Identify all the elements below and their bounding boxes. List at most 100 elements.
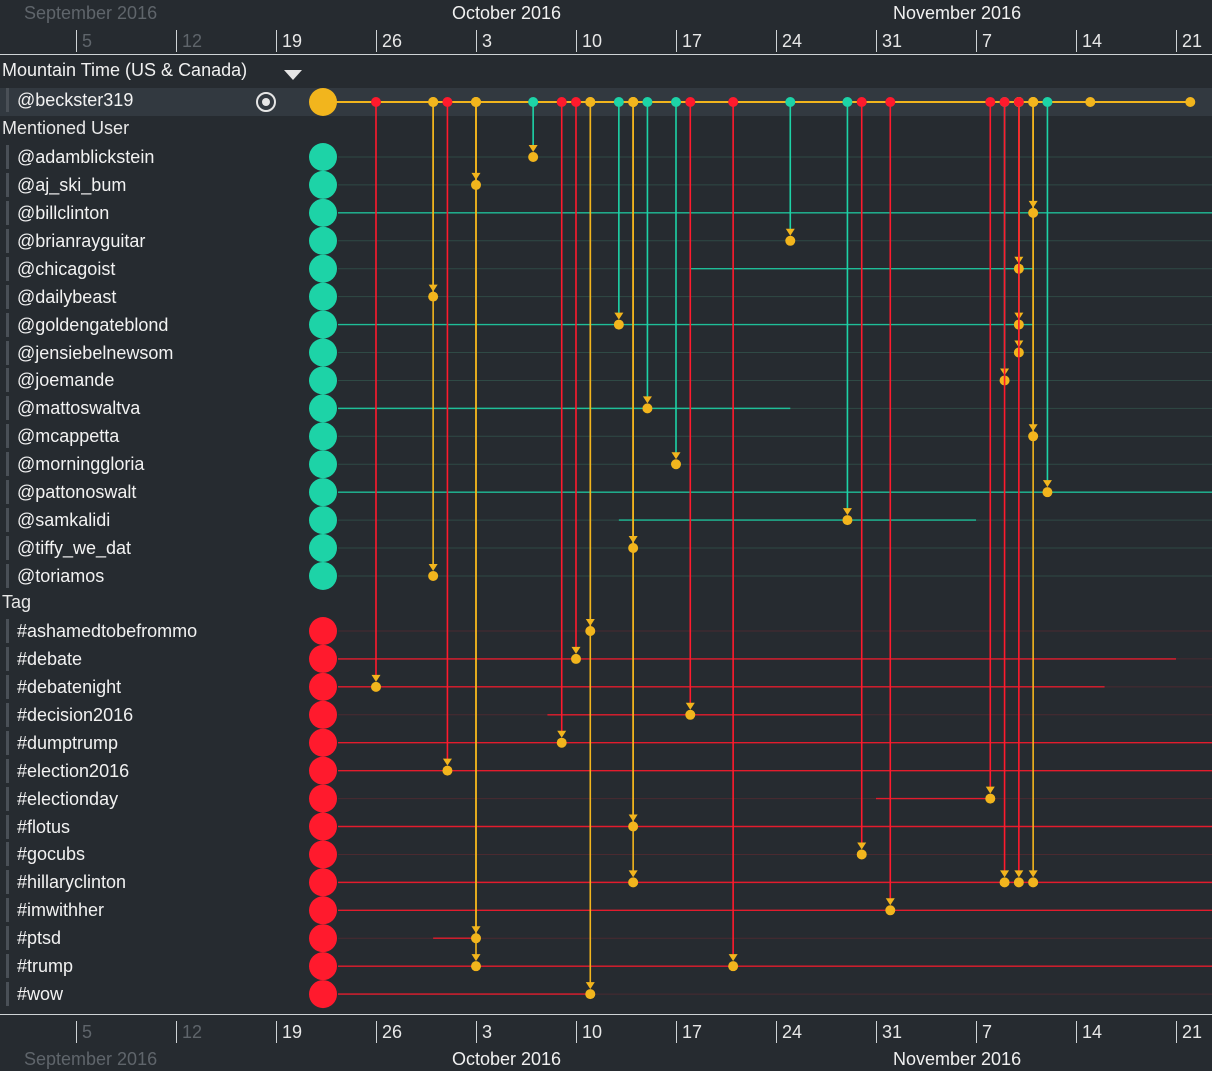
top-time-axis[interactable]: September 2016 October 2016 November 201… xyxy=(0,0,1212,55)
mention-node xyxy=(309,561,337,590)
mention-label[interactable]: @samkalidi xyxy=(6,508,110,533)
tag-node xyxy=(309,700,337,729)
event-point xyxy=(628,97,639,107)
arrow-head-icon xyxy=(885,898,895,906)
mention-node xyxy=(309,254,337,283)
event-point xyxy=(1013,97,1024,107)
tag-label[interactable]: #debatenight xyxy=(6,674,121,699)
arrow-head-icon xyxy=(642,396,652,404)
mention-node xyxy=(309,282,337,311)
chevron-down-icon[interactable] xyxy=(284,70,302,80)
mention-node xyxy=(309,170,337,199)
mention-label[interactable]: @morninggloria xyxy=(6,452,144,477)
bottom-tick-19: 19 xyxy=(276,1021,302,1043)
tag-label[interactable]: #imwithher xyxy=(6,898,104,923)
arrow-head-icon xyxy=(614,312,624,320)
tag-node xyxy=(309,672,337,701)
mention-label[interactable]: @mcappetta xyxy=(6,424,119,449)
tag-label[interactable]: #trump xyxy=(6,954,73,979)
month-label-october: October 2016 xyxy=(452,3,562,23)
arrow-head-icon xyxy=(857,842,867,850)
tag-label[interactable]: #hillaryclinton xyxy=(6,870,126,895)
mention-label[interactable]: @billclinton xyxy=(6,200,109,225)
tag-label[interactable]: #ashamedtobefrommo xyxy=(6,619,197,643)
top-tick-10: 10 xyxy=(576,30,602,52)
section-mentioned-user: Mentioned User xyxy=(2,118,130,138)
arrow-head-icon xyxy=(528,145,538,152)
mention-point xyxy=(856,849,867,860)
month-label-september: September 2016 xyxy=(24,3,158,23)
mention-point xyxy=(1042,487,1053,498)
arrow-head-icon xyxy=(428,563,438,571)
mention-point xyxy=(642,403,653,414)
event-point xyxy=(671,97,681,107)
mention-point xyxy=(585,989,596,1000)
tag-label[interactable]: #election2016 xyxy=(6,758,129,783)
bottom-tick-14: 14 xyxy=(1076,1021,1102,1043)
mention-node xyxy=(309,310,337,339)
mention-point xyxy=(728,961,739,972)
bottom-tick-7: 7 xyxy=(976,1021,992,1043)
bottom-tick-26: 26 xyxy=(376,1021,402,1043)
tag-label[interactable]: #ptsd xyxy=(6,926,61,951)
tag-node xyxy=(309,756,337,785)
tag-node xyxy=(309,784,337,813)
mention-point xyxy=(885,905,896,916)
bottom-tick-24: 24 xyxy=(776,1021,802,1043)
mention-label[interactable]: @aj_ski_bum xyxy=(6,172,126,197)
section-tag: Tag xyxy=(2,592,32,612)
mention-node xyxy=(309,534,337,563)
mention-point xyxy=(528,152,539,162)
mention-label[interactable]: @goldengateblond xyxy=(6,312,168,337)
mention-label[interactable]: @chicagoist xyxy=(6,256,115,281)
mention-node xyxy=(309,394,337,423)
bottom-tick-3: 3 xyxy=(476,1021,492,1043)
arrow-head-icon xyxy=(985,786,995,794)
tag-label[interactable]: #electionday xyxy=(6,786,118,811)
tag-label[interactable]: #wow xyxy=(6,982,63,1007)
bottom-tick-5: 5 xyxy=(76,1021,92,1043)
arrow-head-icon xyxy=(671,452,681,460)
tag-label[interactable]: #flotus xyxy=(6,814,70,839)
mention-point xyxy=(556,737,567,748)
arrow-head-icon xyxy=(471,954,481,962)
bottom-time-axis[interactable]: 5 12 19 26 3 10 17 24 31 7 14 21 September 2016 Oct… xyxy=(0,1014,1212,1071)
tag-label[interactable]: #debate xyxy=(6,646,82,671)
arrow-head-icon xyxy=(685,702,695,710)
mention-point xyxy=(371,681,381,692)
mention-label[interactable]: @joemande xyxy=(6,368,114,393)
tag-node xyxy=(309,840,337,869)
bottom-tick-31: 31 xyxy=(876,1021,902,1043)
target-icon[interactable] xyxy=(256,92,276,112)
mention-label[interactable]: @dailybeast xyxy=(6,284,116,309)
mention-label[interactable]: @tiffy_we_dat xyxy=(6,536,131,561)
event-point xyxy=(642,97,653,107)
tag-label[interactable]: #dumptrump xyxy=(6,730,118,755)
mention-label[interactable]: @pattonoswalt xyxy=(6,480,136,505)
mention-label[interactable]: @adamblickstein xyxy=(6,145,154,169)
arrow-head-icon xyxy=(728,954,738,962)
mention-point xyxy=(428,570,439,581)
tag-node xyxy=(309,812,337,841)
top-tick-21: 21 xyxy=(1176,30,1202,52)
mention-label[interactable]: @jensiebelnewsom xyxy=(6,340,173,365)
top-tick-12: 12 xyxy=(176,30,202,52)
mention-node xyxy=(309,478,337,507)
tag-node xyxy=(309,644,337,673)
bottom-tick-21: 21 xyxy=(1176,1021,1202,1043)
mention-point xyxy=(571,653,581,664)
tag-label[interactable]: #decision2016 xyxy=(6,702,133,727)
mention-node xyxy=(309,338,337,367)
mention-point xyxy=(1028,877,1039,888)
tag-label[interactable]: #gocubs xyxy=(6,842,85,867)
timezone-selector[interactable]: Mountain Time (US & Canada) xyxy=(2,60,248,80)
mention-point xyxy=(985,793,996,804)
mention-node xyxy=(309,226,337,255)
arrow-head-icon xyxy=(557,730,567,738)
mention-label[interactable]: @toriamos xyxy=(6,563,104,588)
user-label[interactable]: @beckster319 xyxy=(6,88,133,112)
event-point xyxy=(842,97,853,107)
mention-label[interactable]: @brianrayguitar xyxy=(6,228,145,253)
mention-label[interactable]: @mattoswaltva xyxy=(6,396,140,421)
